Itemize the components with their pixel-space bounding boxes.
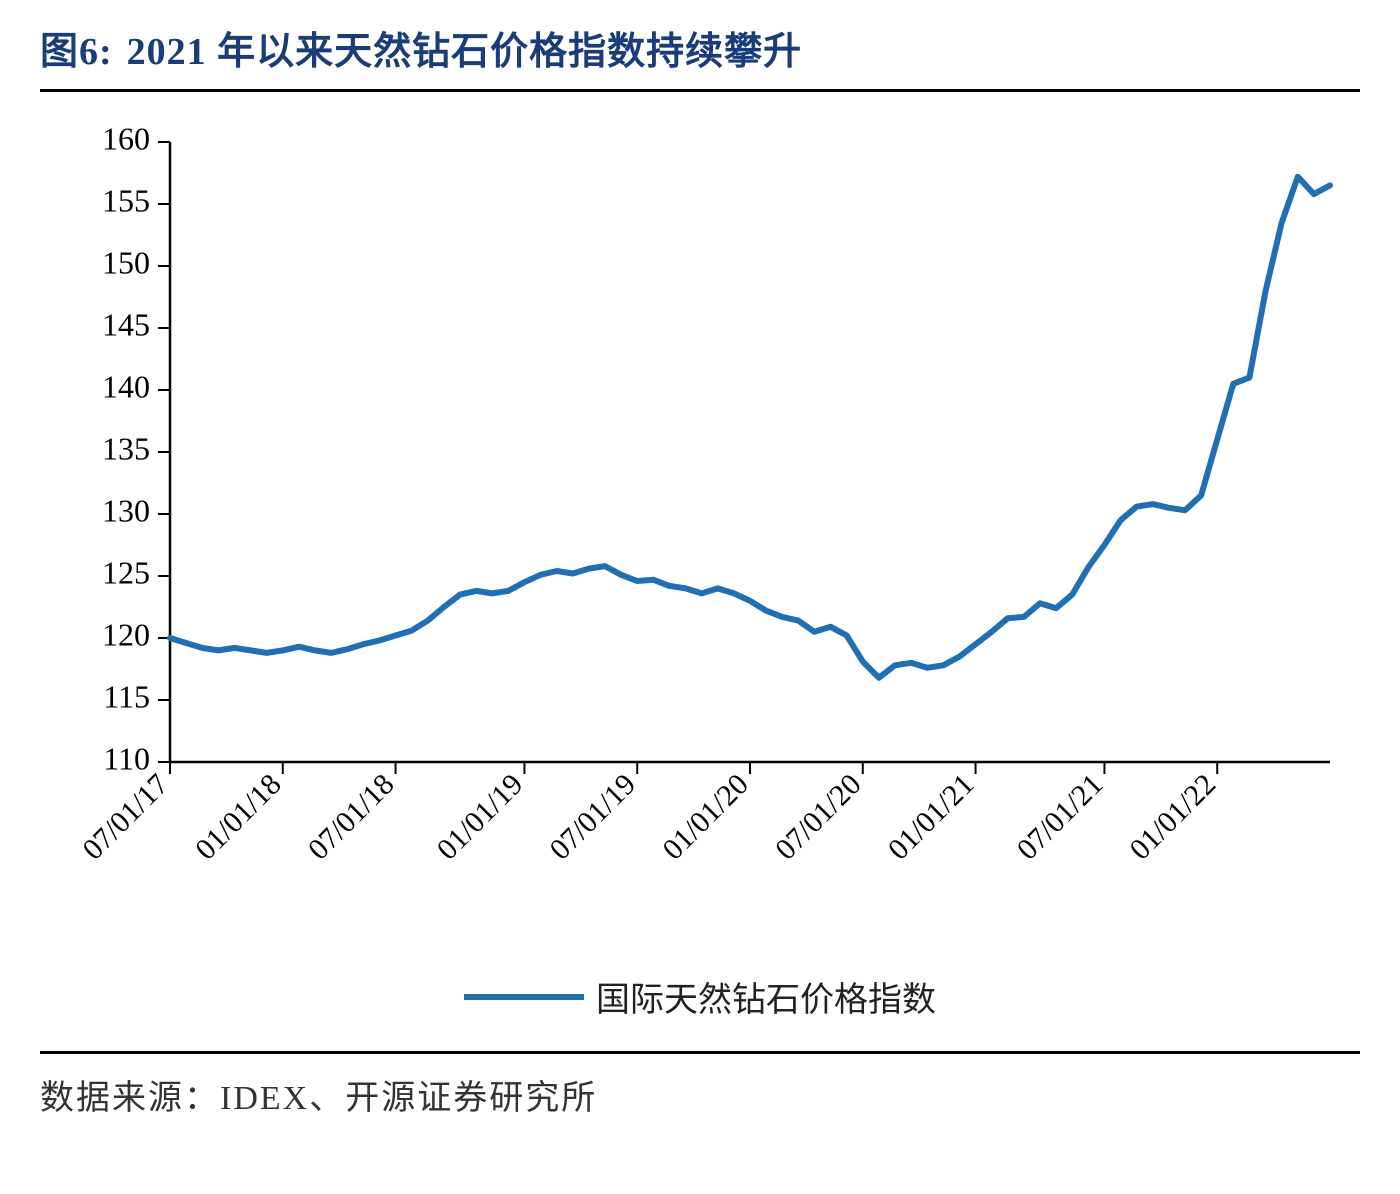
figure-title-row: 图6: 2021 年以来天然钻石价格指数持续攀升 xyxy=(40,20,1360,92)
y-tick-label: 135 xyxy=(102,430,150,466)
y-tick-label: 155 xyxy=(102,182,150,218)
figure-label: 图6: xyxy=(40,20,113,75)
y-tick-label: 130 xyxy=(102,492,150,528)
x-tick-label: 07/01/19 xyxy=(543,768,642,867)
chart-area: 110 115 120 125 130 135 140 145 150 155 160 07/01/1… xyxy=(50,122,1350,942)
x-tick-label: 01/01/19 xyxy=(431,768,530,867)
x-tick-label: 07/01/20 xyxy=(769,768,868,867)
y-tick-label: 160 xyxy=(102,122,150,156)
source-prefix: 数据来源： xyxy=(40,1080,220,1117)
y-tick-label: 120 xyxy=(102,616,150,652)
x-tick-label: 07/01/21 xyxy=(1011,768,1110,867)
line-chart-svg: 110 115 120 125 130 135 140 145 150 155 160 07/01/1… xyxy=(50,122,1350,942)
source-text: IDEX、开源证券研究所 xyxy=(220,1080,597,1117)
x-tick-label: 01/01/22 xyxy=(1123,768,1222,867)
x-tick-label: 07/01/17 xyxy=(76,768,175,867)
y-tick-label: 115 xyxy=(103,678,150,714)
price-index-line xyxy=(170,177,1330,678)
y-tick-label: 150 xyxy=(102,244,150,280)
x-tick-label: 01/01/21 xyxy=(882,768,981,867)
legend-label: 国际天然钻石价格指数 xyxy=(596,972,936,1021)
y-tick-label: 145 xyxy=(102,306,150,342)
x-tick-label: 01/01/18 xyxy=(189,768,288,867)
chart-legend: 国际天然钻石价格指数 xyxy=(40,972,1360,1021)
figure-container: 图6: 2021 年以来天然钻石价格指数持续攀升 110 115 120 125 130… xyxy=(0,0,1400,1194)
x-tick-label: 01/01/20 xyxy=(656,768,755,867)
y-tick-label: 140 xyxy=(102,368,150,404)
x-tick-label: 07/01/18 xyxy=(302,768,401,867)
y-tick-label: 125 xyxy=(102,554,150,590)
data-source-row: 数据来源：IDEX、开源证券研究所 xyxy=(40,1051,1360,1119)
y-tick-label: 110 xyxy=(103,740,150,776)
legend-swatch xyxy=(464,994,584,1000)
figure-title: 2021 年以来天然钻石价格指数持续攀升 xyxy=(127,20,803,75)
